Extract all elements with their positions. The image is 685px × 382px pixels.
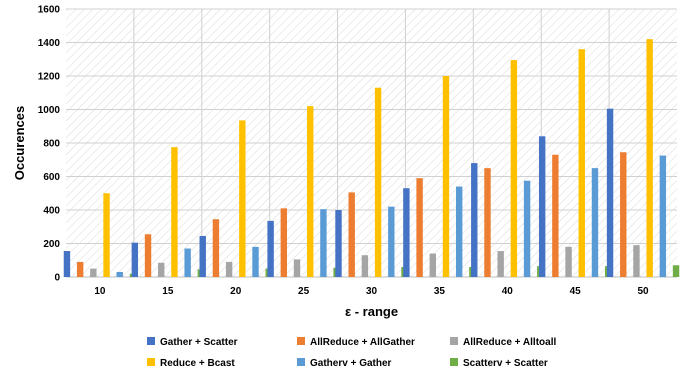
bar: [335, 210, 342, 277]
x-tick-label: 15: [162, 286, 174, 297]
legend-item: Scatterv + Scatter: [450, 358, 548, 369]
x-tick-label: 20: [230, 286, 242, 297]
y-tick-label: 0: [54, 273, 60, 284]
bar: [484, 168, 491, 277]
bar: [591, 168, 599, 277]
legend-swatch: [450, 337, 458, 345]
bar: [416, 178, 423, 277]
legend-label: AllReduce + AllGather: [310, 337, 415, 348]
x-axis-label: ε - range: [345, 304, 398, 319]
bar: [212, 219, 220, 277]
y-tick-label: 200: [43, 239, 60, 250]
bar: [184, 248, 191, 277]
bar: [280, 208, 288, 277]
x-tick-label: 30: [366, 286, 378, 297]
bar: [633, 245, 640, 277]
x-tick-label: 45: [570, 286, 582, 297]
bars: [63, 39, 680, 278]
legend-swatch: [450, 358, 458, 366]
legend: Gather + Scatter AllReduce + AllGather All…: [147, 337, 556, 369]
y-tick-label: 400: [43, 206, 60, 217]
legend-label: Gather + Scatter: [160, 337, 238, 348]
bar: [471, 163, 478, 277]
bar: [116, 271, 123, 277]
legend-item: Reduce + Bcast: [147, 358, 235, 369]
bar: [620, 152, 627, 277]
x-tick-label: 35: [434, 286, 446, 297]
x-tick-label: 10: [94, 286, 106, 297]
bar: [565, 246, 572, 277]
bar: [76, 261, 84, 277]
bar: [307, 106, 314, 278]
bar: [320, 209, 327, 277]
y-axis-label: Occurences: [12, 106, 27, 180]
bar: [646, 39, 653, 278]
y-tick-label: 800: [43, 139, 60, 150]
bar: [171, 147, 178, 277]
gridlines: [66, 8, 677, 278]
legend-item: Gather + Scatter: [147, 337, 238, 348]
bar: [388, 206, 395, 277]
bar: [348, 192, 355, 277]
bar: [199, 235, 206, 277]
bar: [606, 108, 614, 277]
bar: [361, 255, 369, 277]
bar: [63, 251, 71, 277]
bar: [144, 234, 152, 277]
x-tick-label: 50: [637, 286, 649, 297]
legend-swatch: [147, 337, 155, 345]
bar: [374, 87, 382, 277]
bar: [455, 186, 463, 277]
bar: [403, 188, 410, 277]
y-tick-label: 1400: [38, 38, 61, 49]
bar: [523, 180, 531, 277]
bar: [429, 253, 436, 277]
bar: [672, 265, 680, 277]
x-tick-label: 40: [502, 286, 514, 297]
x-tick-label: 25: [298, 286, 310, 297]
legend-label: Scatterv + Scatter: [463, 358, 548, 369]
bar: [442, 76, 450, 277]
bar: [267, 220, 274, 277]
legend-label: Reduce + Bcast: [160, 358, 235, 369]
bar: [158, 262, 165, 277]
bar: [510, 60, 518, 278]
legend-item: AllReduce + AllGather: [297, 337, 415, 348]
legend-label: Gatherv + Gather: [310, 358, 392, 369]
bar: [90, 268, 97, 277]
bar: [252, 246, 259, 277]
bar: [497, 251, 504, 277]
y-tick-label: 1600: [38, 5, 61, 16]
legend-swatch: [297, 337, 305, 345]
bar: [239, 120, 246, 277]
y-tick-label: 600: [43, 172, 60, 183]
bar: [293, 259, 301, 277]
y-tick-label: 1000: [38, 105, 61, 116]
bar: [225, 261, 233, 277]
bar: [131, 242, 139, 277]
bar: [103, 193, 110, 277]
y-axis-ticks: 0 200 400 600 800 1000 1200 1400 1600: [38, 5, 61, 284]
legend-item: Gatherv + Gather: [297, 358, 392, 369]
bar: [578, 49, 585, 278]
legend-swatch: [147, 358, 155, 366]
legend-item: AllReduce + Alltoall: [450, 337, 556, 348]
y-tick-label: 1200: [38, 72, 61, 83]
x-axis-ticks: 10 15 20 25 30 35 40 45 50: [94, 286, 649, 297]
bar: [538, 136, 546, 277]
legend-label: AllReduce + Alltoall: [463, 337, 556, 348]
legend-swatch: [297, 358, 305, 366]
bar: [659, 155, 667, 277]
bar: [552, 154, 559, 277]
